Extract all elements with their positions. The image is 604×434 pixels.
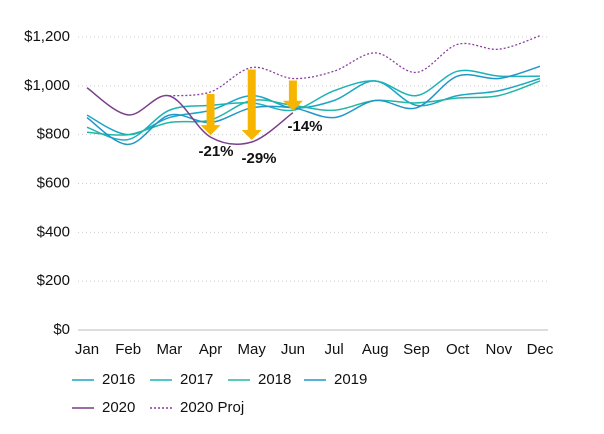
y-tick-label: $800 [37,126,70,143]
series-line [169,35,541,97]
y-tick-label: $1,200 [24,28,70,45]
annotation-arrow [241,69,262,140]
legend-item: 2019 [304,371,367,388]
legend-label: 2016 [102,371,135,388]
x-tick-label: Mar [156,341,182,358]
legend-label: 2020 [102,399,135,416]
x-tick-label: Apr [199,341,222,358]
series-line [86,65,541,146]
x-tick-label: Jan [75,341,99,358]
x-tick-label: Feb [115,341,141,358]
legend-label: 2019 [334,371,367,388]
legend-label: 2017 [180,371,213,388]
annotation-label: -29% [241,150,276,167]
legend-label: 2018 [258,371,291,388]
legend-label: 2020 Proj [180,399,244,416]
x-tick-label: Jul [324,341,343,358]
x-tick-label: Dec [527,341,554,358]
annotation-label: -21% [198,143,233,160]
annotation-arrow [200,93,221,136]
annotation-label: -14% [287,118,322,135]
legend-item: 2020 Proj [150,399,244,416]
series-line [86,80,541,136]
x-tick-label: Sep [403,341,430,358]
legend-item: 2017 [150,371,213,388]
x-tick-label: Jun [281,341,305,358]
x-tick-label: Aug [362,341,389,358]
x-tick-label: May [238,341,267,358]
series-line [86,77,541,136]
annotation-arrow [282,80,303,111]
y-tick-label: $200 [37,272,70,289]
legend-item: 2018 [228,371,291,388]
series-line [86,69,541,141]
y-tick-label: $400 [37,223,70,240]
y-tick-label: $0 [53,321,70,338]
y-tick-label: $600 [37,174,70,191]
series-line [86,87,294,146]
y-tick-label: $1,000 [24,77,70,94]
legend-item: 2020 [72,399,135,416]
legend-item: 2016 [72,371,135,388]
x-tick-label: Nov [485,341,512,358]
x-tick-label: Oct [446,341,470,358]
